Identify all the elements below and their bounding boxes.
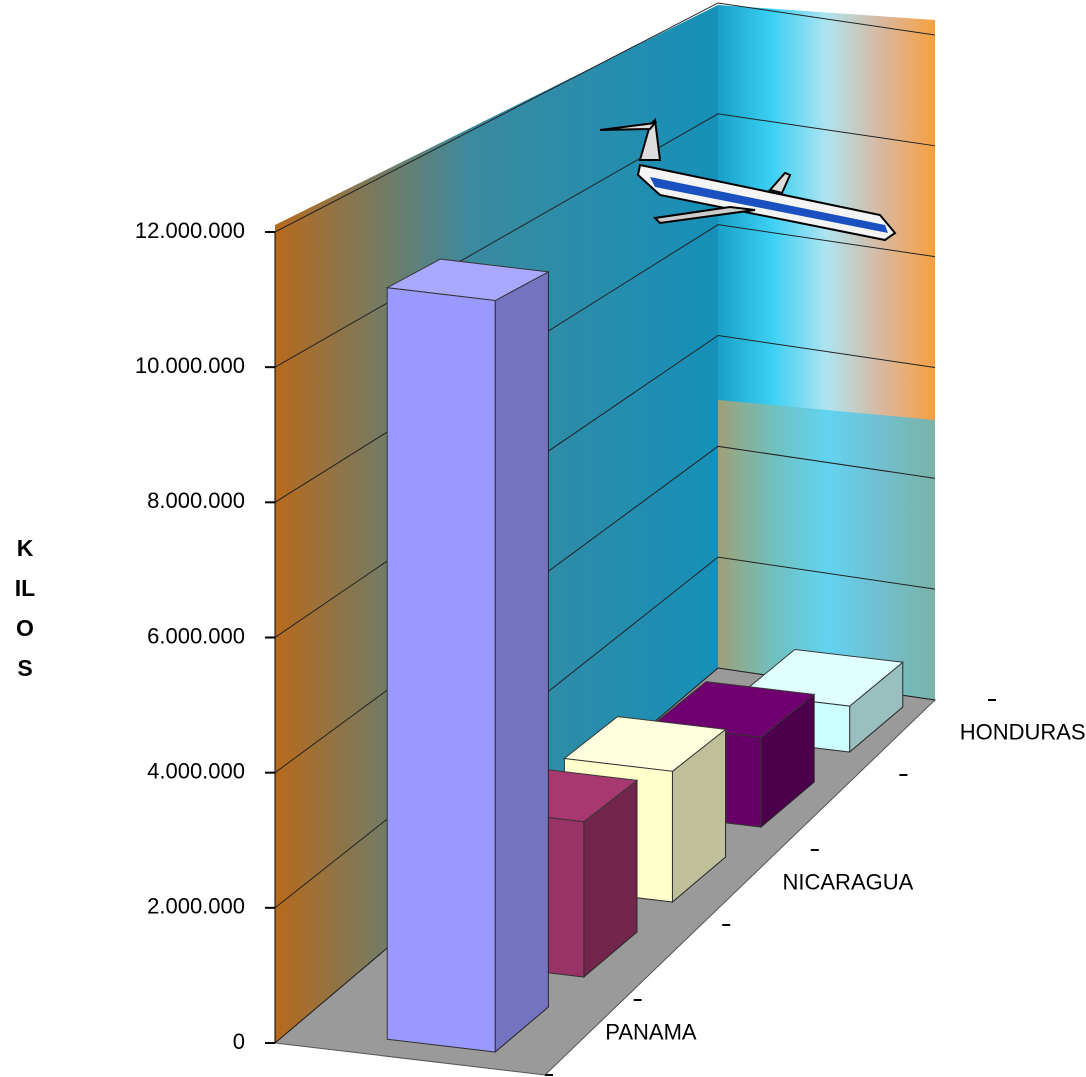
x-tick-label: NICARAGUA — [783, 869, 914, 894]
bar — [386, 287, 496, 1053]
x-tick-label: HONDURAS — [960, 719, 1086, 744]
y-tick-label: 2.000.000 — [147, 894, 245, 919]
y-tick-label: 8.000.000 — [147, 488, 245, 513]
bar-side — [494, 271, 549, 1054]
airplane — [599, 117, 897, 242]
y-tick-label: 0 — [233, 1029, 245, 1054]
back-wall-lower — [718, 400, 935, 700]
y-axis-title: KILOS — [14, 535, 36, 681]
y-tick-label: 4.000.000 — [147, 758, 245, 783]
y-tick-label: 12.000.000 — [135, 218, 245, 243]
x-tick-label: PANAMA — [605, 1019, 697, 1044]
y-tick-label: 6.000.000 — [147, 623, 245, 648]
y-tick-label: 10.000.000 — [135, 353, 245, 378]
grid-line — [274, 2, 936, 233]
